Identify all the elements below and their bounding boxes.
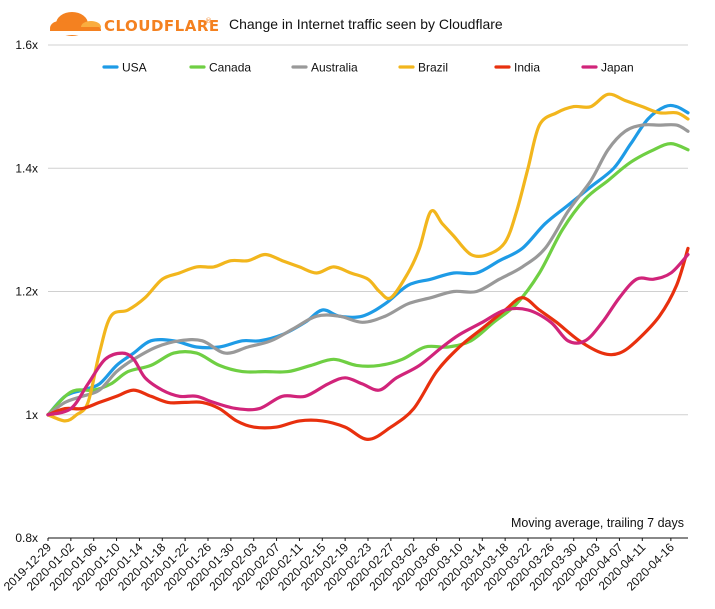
cloud-icon [50, 12, 101, 36]
y-axis: 0.8x 1x 1.2x 1.4x 1.6x [15, 38, 38, 545]
series-line-japan [46, 252, 690, 417]
y-tick-label: 1.2x [15, 285, 38, 299]
series-line-australia [46, 123, 690, 417]
legend-label-brazil: Brazil [418, 61, 448, 75]
series-line-usa [46, 103, 690, 417]
legend-label-australia: Australia [311, 61, 358, 75]
y-tick-label: 1x [25, 408, 38, 422]
y-tick-label: 1.6x [15, 38, 38, 52]
legend-label-india: India [514, 61, 540, 75]
logo-text: CLOUDFLARE [104, 17, 220, 35]
legend-label-usa: USA [122, 61, 147, 75]
legend-label-canada: Canada [209, 61, 251, 75]
series-line-canada [46, 142, 690, 417]
chart-title: Change in Internet traffic seen by Cloud… [229, 16, 503, 32]
logo-trademark: ® [205, 17, 212, 25]
y-tick-label: 1.4x [15, 161, 38, 175]
grid [48, 44, 688, 416]
series-lines [46, 92, 690, 441]
legend-label-japan: Japan [601, 61, 634, 75]
series-line-india [46, 246, 690, 441]
x-axis: 2019-12-292020-01-022020-01-062020-01-10… [1, 538, 677, 594]
legend: USA Canada Australia Brazil India Japan [102, 61, 634, 75]
series-line-brazil [46, 92, 690, 423]
moving-average-note: Moving average, trailing 7 days [511, 516, 684, 530]
y-tick-label: 0.8x [15, 531, 38, 545]
cloudflare-logo: CLOUDFLARE ® [50, 12, 220, 36]
